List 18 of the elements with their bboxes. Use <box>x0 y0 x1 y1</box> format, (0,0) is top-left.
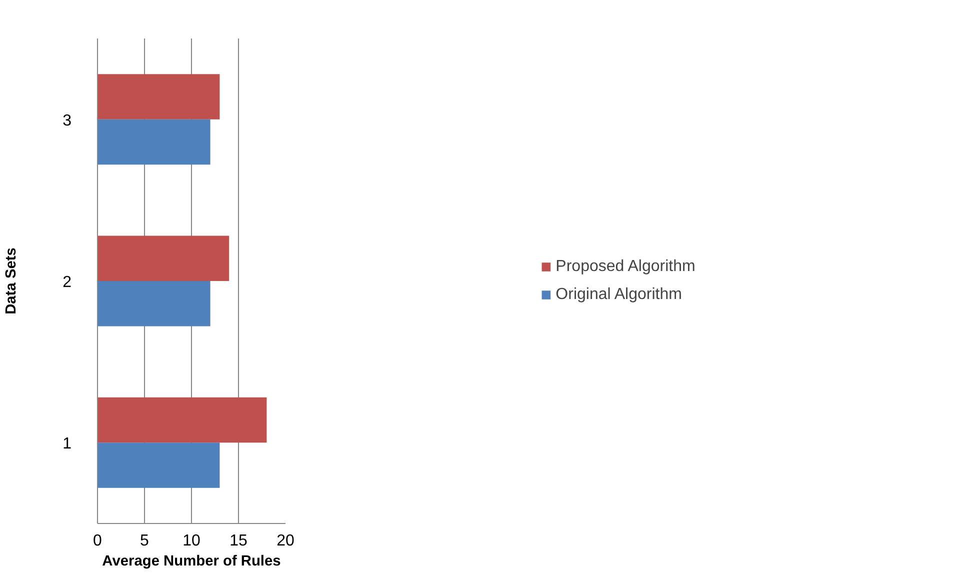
x-axis-title: Average Number of Rules <box>102 554 281 570</box>
bar <box>98 281 210 326</box>
bar <box>98 74 220 120</box>
y-axis-title: Data Sets <box>4 248 20 314</box>
x-tick-label: 15 <box>230 532 248 550</box>
y-tick-label: 1 <box>62 436 72 453</box>
legend-label: Original Algorithm <box>556 286 682 304</box>
bar <box>98 442 220 488</box>
x-tick-label: 5 <box>140 532 150 550</box>
bar <box>98 119 210 165</box>
bar <box>98 236 230 281</box>
x-tick-label: 10 <box>182 532 200 550</box>
bar <box>98 397 267 443</box>
x-tick-label: 20 <box>276 532 294 550</box>
y-tick-label: 2 <box>62 274 72 291</box>
y-tick-label: 3 <box>62 112 72 130</box>
legend-label: Proposed Algorithm <box>556 258 696 276</box>
x-tick-label: 0 <box>93 532 102 550</box>
